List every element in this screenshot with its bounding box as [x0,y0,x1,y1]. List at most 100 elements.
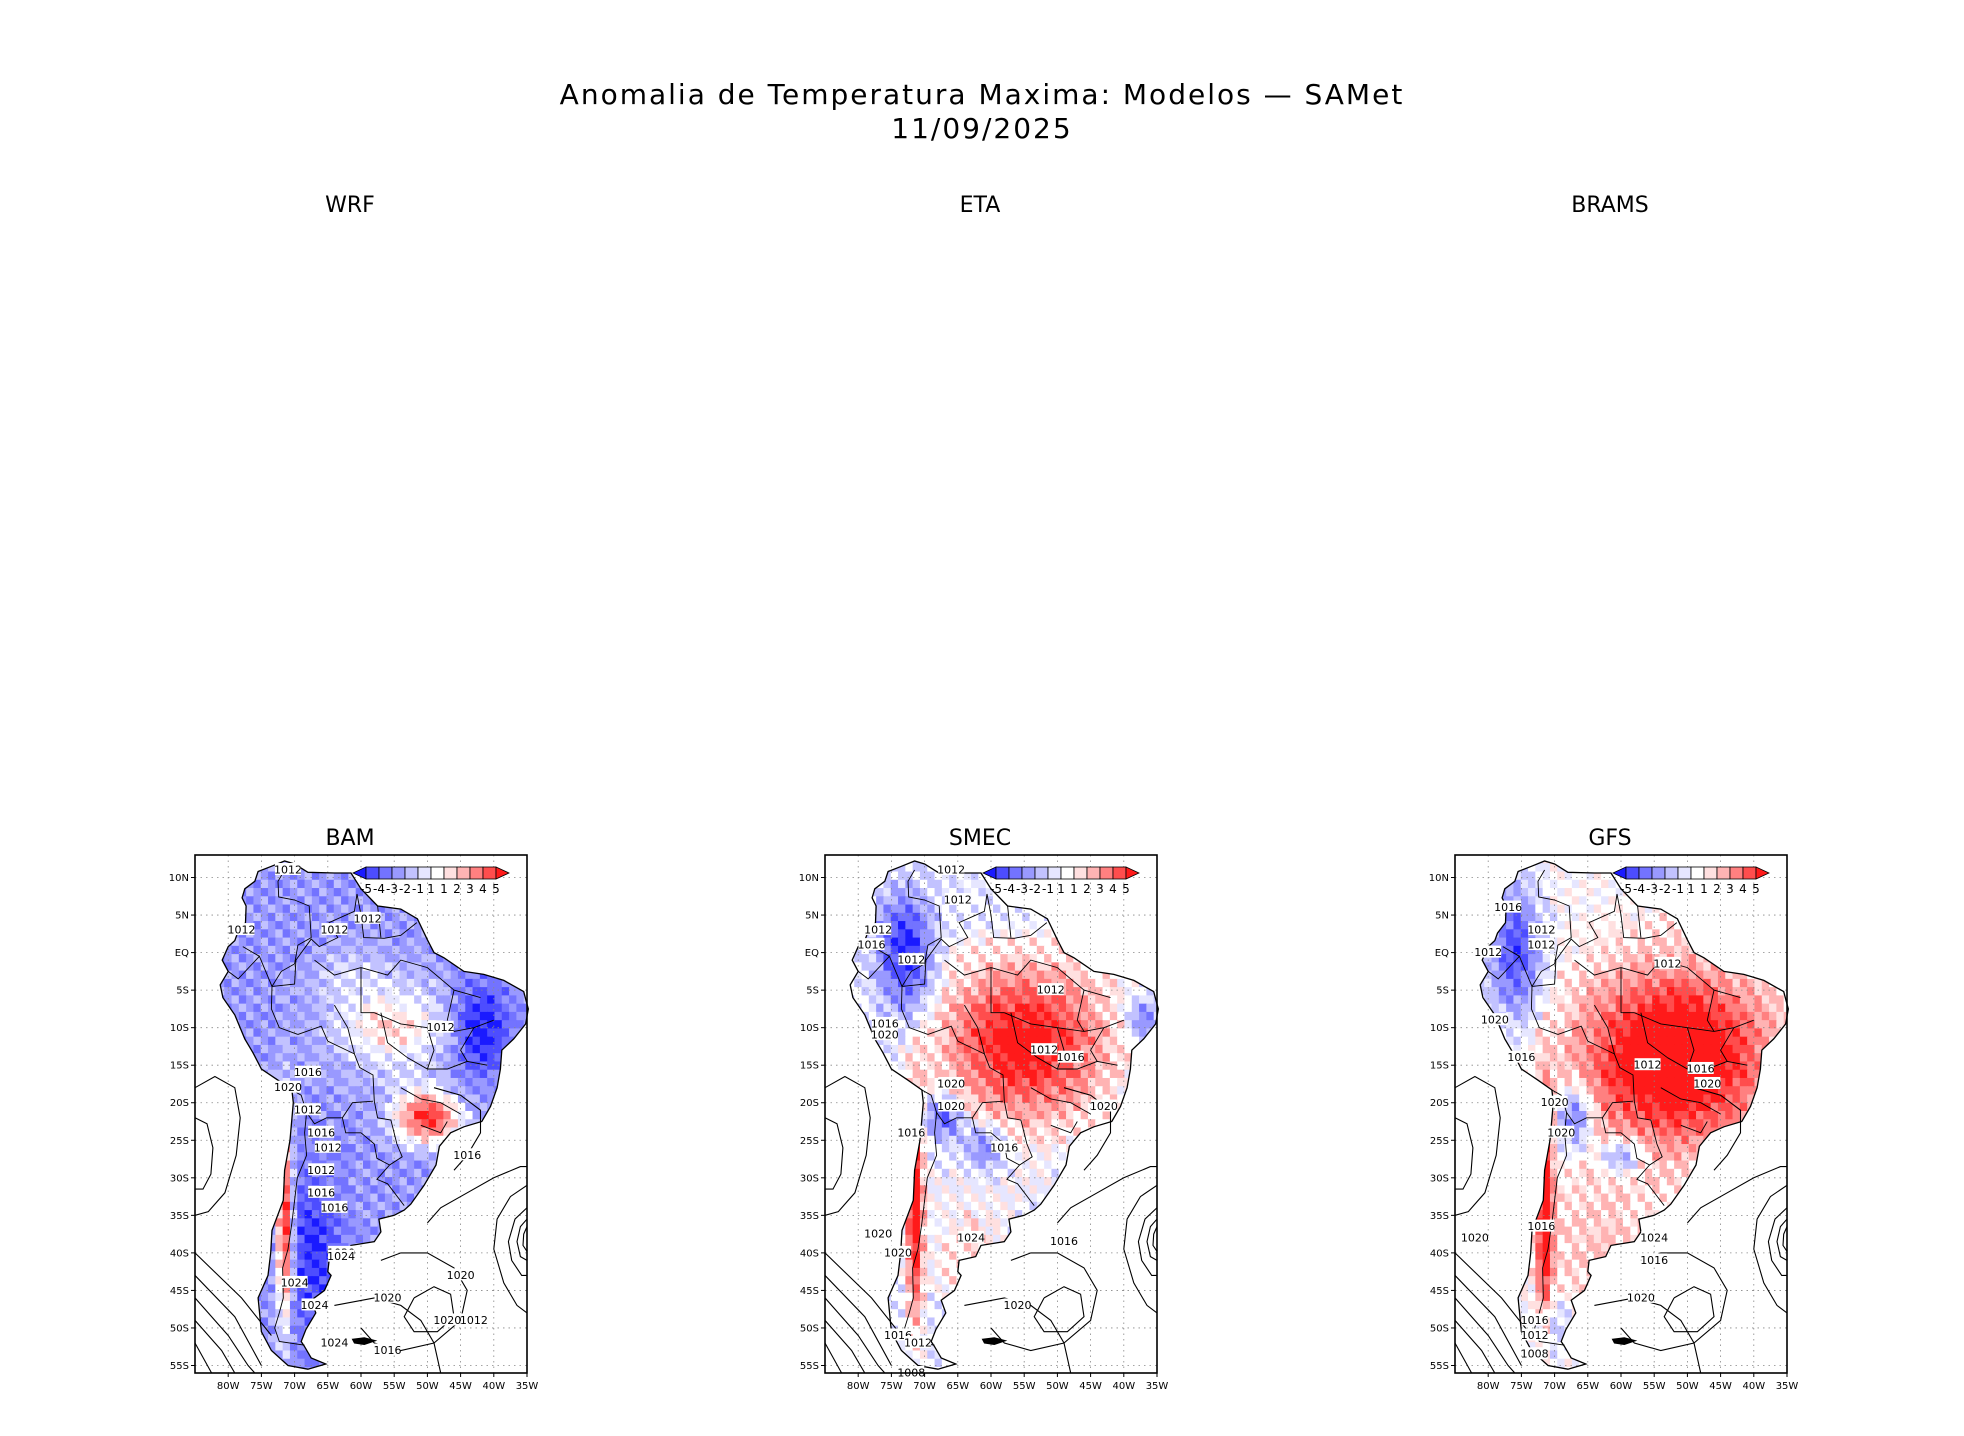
anomaly-cell [457,1218,466,1228]
anomaly-cell [861,954,870,963]
anomaly-cell [399,1094,408,1104]
anomaly-cell [949,937,958,947]
anomaly-cell [289,1003,298,1013]
anomaly-cell [832,1111,840,1120]
anomaly-cell [428,962,437,972]
anomaly-cell [1095,970,1104,980]
anomaly-cell [362,1044,371,1054]
anomaly-cell [436,954,444,963]
anomaly-cell [487,1218,496,1228]
anomaly-cell [282,1185,291,1195]
lon-tick-label: 75W [250,1381,273,1392]
anomaly-cell [202,921,210,930]
anomaly-cell [1014,1177,1023,1186]
anomaly-cell [319,945,328,955]
anomaly-cell [1014,912,1023,922]
anomaly-cell [509,912,517,922]
anomaly-cell [1139,871,1147,881]
anomaly-cell [472,1201,481,1211]
anomaly-cell [231,1267,240,1277]
anomaly-cell [392,1020,401,1030]
anomaly-cell [1044,1127,1053,1137]
anomaly-cell [436,1061,444,1071]
anomaly-cell [355,1317,364,1327]
anomaly-cell [1066,1044,1074,1054]
anomaly-cell [1139,937,1147,947]
anomaly-cell [1022,987,1031,996]
anomaly-cell [406,1185,415,1195]
anomaly-cell [341,1210,349,1219]
anomaly-cell [384,1210,393,1219]
anomaly-cell [333,1350,342,1360]
anomaly-cell [992,1102,1001,1112]
anomaly-cell [472,1003,481,1013]
isobar-label-bg [281,1275,308,1288]
anomaly-cell [1131,904,1140,914]
anomaly-cell [210,1161,218,1170]
isobar-label: 1012 [227,924,255,937]
anomaly-cell [341,1086,349,1096]
anomaly-cell [341,1300,349,1310]
anomaly-cell [465,1135,474,1145]
anomaly-cell [963,921,972,930]
anomaly-cell [985,1102,994,1112]
anomaly-cell [1051,1069,1060,1079]
anomaly-cell [224,1144,233,1153]
anomaly-cell [1117,1127,1126,1137]
anomaly-cell [246,1218,255,1228]
anomaly-cell [362,1350,371,1360]
anomaly-cell [1109,896,1118,906]
anomaly-cell [912,970,921,980]
anomaly-cell [825,938,833,947]
anomaly-cell [289,904,298,914]
anomaly-cell [414,937,423,947]
anomaly-cell [224,1218,233,1228]
anomaly-cell [1022,1003,1031,1013]
anomaly-cell [854,929,863,939]
anomaly-cell [905,1152,914,1162]
anomaly-cell [949,1168,958,1178]
anomaly-cell [1102,921,1111,930]
anomaly-cell [457,1168,466,1178]
anomaly-cell [963,1111,972,1120]
anomaly-cell [268,1003,276,1013]
anomaly-cell [971,871,979,881]
anomaly-cell [428,1011,437,1021]
anomaly-cell [963,1177,972,1186]
anomaly-cell [978,978,987,988]
anomaly-cell [963,1168,972,1178]
anomaly-cell [1102,954,1111,963]
anomaly-cell [362,1168,371,1178]
anomaly-cell [370,1218,379,1228]
anomaly-cell [501,1094,510,1104]
anomaly-cell [428,1201,437,1211]
isobar-label: 1016 [307,1126,335,1139]
anomaly-cell [311,978,320,988]
anomaly-cell [941,1094,950,1104]
anomaly-cell [905,1053,914,1063]
anomaly-cell [956,1185,965,1195]
anomaly-cell [348,904,357,914]
anomaly-cell [1066,1127,1074,1137]
anomaly-cell [220,1210,225,1219]
anomaly-cell [978,1135,987,1145]
anomaly-cell [370,1366,379,1370]
anomaly-cell [399,1358,408,1368]
anomaly-cell [840,1194,848,1203]
anomaly-cell [268,912,276,922]
anomaly-cell [275,945,284,955]
anomaly-cell [1029,1111,1038,1120]
anomaly-cell [912,879,921,889]
anomaly-cell [992,861,1001,864]
anomaly-cell [1102,1077,1111,1087]
anomaly-cell [195,1028,203,1037]
anomaly-cell [956,1044,965,1054]
anomaly-cell [1095,1177,1104,1186]
anomaly-cell [1095,978,1104,988]
anomaly-cell [275,1177,284,1186]
anomaly-cell [341,1276,349,1286]
anomaly-cell [414,1086,423,1096]
anomaly-cell [861,1144,870,1153]
anomaly-cell [195,1177,203,1186]
anomaly-cell [195,896,203,905]
